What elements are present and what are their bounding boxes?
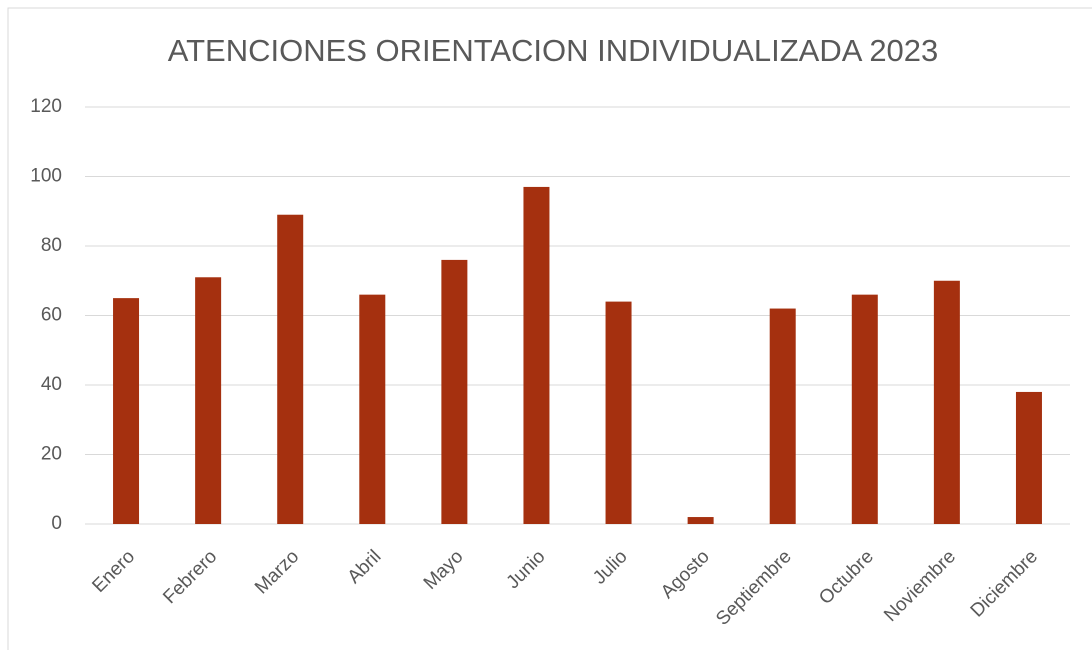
bar <box>1015 391 1042 524</box>
y-tick-label: 120 <box>30 96 62 117</box>
y-tick-label: 0 <box>51 513 62 534</box>
y-tick-label: 80 <box>41 235 62 256</box>
bar <box>441 259 468 524</box>
bar <box>769 308 796 524</box>
bar <box>359 294 386 524</box>
bar <box>605 301 632 524</box>
bar <box>851 294 878 524</box>
bar <box>195 277 222 524</box>
chart-border <box>7 7 1092 650</box>
bar <box>113 298 140 524</box>
bar <box>933 280 960 524</box>
bar <box>687 517 714 524</box>
y-tick-label: 40 <box>41 374 62 395</box>
y-tick-label: 60 <box>41 305 62 326</box>
bar <box>277 214 304 524</box>
y-tick-label: 20 <box>41 444 62 465</box>
bar <box>523 186 550 525</box>
chart-title: ATENCIONES ORIENTACION INDIVIDUALIZADA 2… <box>168 33 939 68</box>
y-tick-label: 100 <box>30 166 62 187</box>
